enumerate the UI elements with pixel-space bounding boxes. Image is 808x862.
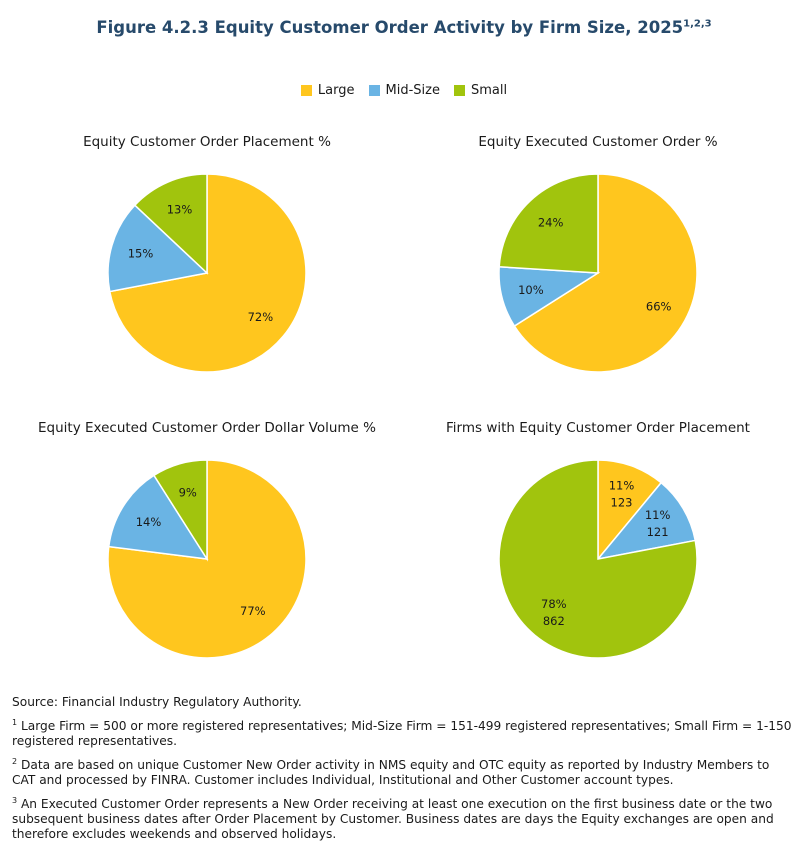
legend-label-small: Small: [470, 83, 508, 98]
slice-label-large: 66%: [646, 299, 672, 313]
pie-chart-executed-order: 66% 10% 24%: [498, 173, 698, 373]
slice-label-small: 13%: [167, 202, 193, 216]
figure-title-superscript: 1,2,3: [683, 18, 712, 30]
footnote-1: 1 Large Firm = 500 or more registered re…: [12, 715, 796, 749]
footnote-text: Data are based on unique Customer New Or…: [12, 758, 770, 788]
pie-slice-small: [498, 459, 698, 659]
pie-slice-small: [152, 459, 208, 562]
footnote-text: An Executed Customer Order represents a …: [12, 797, 774, 842]
footnote-mark: 1: [12, 718, 18, 727]
slice-label-mid-size: 15%: [128, 247, 154, 261]
slice-label-small: 78%: [541, 597, 567, 611]
chart-title: Equity Executed Customer Order Dollar Vo…: [38, 420, 376, 436]
legend-item-large: Large: [300, 83, 355, 98]
chart-executed-order: Equity Executed Customer Order % 66% 10% 2…: [398, 134, 798, 373]
pie-slice-small: [498, 173, 599, 274]
slice-label-large: 11%: [609, 478, 635, 492]
legend-swatch-mid-size: [368, 85, 380, 96]
chart-dollar-volume: Equity Executed Customer Order Dollar Vo…: [7, 420, 407, 659]
figure-title: Figure 4.2.3 Equity Customer Order Activ…: [0, 18, 808, 37]
pie-slice-mid-size: [596, 481, 697, 561]
footnote-3: 3 An Executed Customer Order represents …: [12, 793, 796, 842]
slice-label-mid-size: 10%: [518, 283, 544, 297]
slice-label-mid-size: 14%: [136, 515, 162, 529]
legend: Large Mid-Size Small: [0, 83, 808, 98]
slice-count-mid-size: 121: [647, 525, 669, 539]
chart-title: Equity Customer Order Placement %: [83, 134, 331, 150]
footnote-mark: 2: [12, 757, 18, 767]
legend-label-mid-size: Mid-Size: [385, 83, 440, 98]
slice-label-small: 9%: [179, 486, 197, 500]
chart-title: Firms with Equity Customer Order Placeme…: [446, 420, 750, 436]
pie-slice-small: [133, 173, 208, 275]
footnote-mark: 3: [12, 796, 18, 806]
legend-swatch-large: [300, 85, 312, 96]
slice-count-small: 862: [543, 614, 565, 628]
legend-item-mid-size: Mid-Size: [368, 83, 440, 98]
figure-title-text: Figure 4.2.3 Equity Customer Order Activ…: [96, 18, 684, 37]
footnote-text: Large Firm = 500 or more registered repr…: [12, 719, 792, 749]
slice-label-small: 24%: [538, 216, 564, 230]
slice-count-large: 123: [611, 495, 633, 509]
legend-label-large: Large: [317, 83, 355, 98]
source-note: Source: Financial Industry Regulatory Au…: [12, 695, 302, 709]
slice-label-large: 77%: [240, 604, 266, 618]
chart-title: Equity Executed Customer Order %: [478, 134, 718, 150]
chart-order-placement: Equity Customer Order Placement % 72% 15%…: [7, 134, 407, 373]
pie-slice-large: [513, 173, 698, 373]
pie-chart-firms-placement: 11% 123 11% 121 78% 862: [498, 459, 698, 659]
legend-item-small: Small: [453, 83, 508, 98]
legend-swatch-small: [453, 85, 465, 96]
pie-slice-mid-size: [107, 474, 209, 560]
slice-label-mid-size: 11%: [645, 508, 671, 522]
slice-label-large: 72%: [248, 310, 274, 324]
pie-chart-order-placement: 72% 15% 13%: [107, 173, 307, 373]
notes: Source: Financial Industry Regulatory Au…: [12, 695, 796, 847]
footnote-2: 2 Data are based on unique Customer New …: [12, 754, 796, 788]
chart-firms-placement: Firms with Equity Customer Order Placeme…: [398, 420, 798, 659]
pie-slice-large: [597, 459, 663, 562]
pie-chart-dollar-volume: 77% 14% 9%: [107, 459, 307, 659]
pie-slice-mid-size: [107, 204, 209, 293]
